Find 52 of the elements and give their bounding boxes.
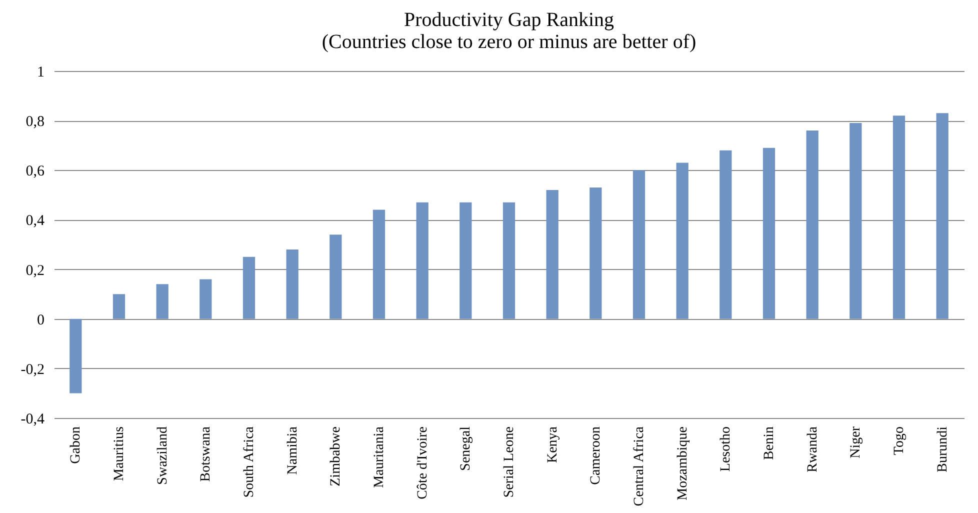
x-tick-label: Mauritius [112,426,127,481]
x-tick-label: Rwanda [805,426,820,472]
y-tick-label: -0,4 [20,412,45,428]
x-tick-label: Mauritania [372,426,387,488]
bar [70,318,82,394]
x-tick-label: Gabon [68,426,84,464]
bar [762,148,776,319]
bar [632,170,646,319]
y-tick-label: 0 [37,312,44,328]
x-tick-label: South Africa [242,426,257,498]
x-tick-label: Senegal [458,426,474,471]
x-tick-label: Togo [892,426,907,456]
bar [892,116,906,319]
x-tick-label: Swaziland [155,426,170,485]
x-tick-label: Lesotho [718,426,734,472]
y-tick-label: 0,2 [26,262,44,279]
x-tick-label: Benin [762,426,777,460]
bar [590,187,602,319]
x-tick-label: Central Africa [632,426,647,506]
y-tick-label: 0,4 [26,213,45,230]
bar [850,123,862,319]
text: Productivity Gap Ranking [404,9,614,31]
x-tick-label: Cameroon [588,426,604,485]
y-tick-label: 1 [37,64,44,80]
bar [330,234,342,319]
x-tick-label: Namibia [285,426,300,475]
bar [372,210,386,319]
x-tick-label: Côte d'Ivoire [415,426,430,500]
bar [242,256,256,319]
text: (Countries close to zero or minus are better of) [322,31,696,53]
y-tick-label: 0,8 [26,114,44,130]
bar [460,202,472,319]
y-tick-label: 0,6 [26,164,45,180]
x-tick-label: Serial Leone [502,426,517,498]
x-tick-label: Botswana [198,426,214,482]
bar [806,130,818,319]
x-tick-label: Mozambique [675,426,690,500]
bar [720,150,732,319]
bar [676,162,688,319]
bar [156,284,168,319]
bar [200,279,212,319]
x-tick-label: Kenya [545,426,560,464]
bar [112,294,126,319]
x-tick-label: Burundi [935,426,950,472]
y-tick-label: -0,2 [20,362,44,378]
bar [546,190,558,319]
x-tick-label: Niger [848,426,864,458]
bar [286,249,298,319]
bar [416,202,428,319]
bar [936,113,948,319]
x-tick-label: Zimbabwe [328,426,344,486]
bar [502,202,516,319]
